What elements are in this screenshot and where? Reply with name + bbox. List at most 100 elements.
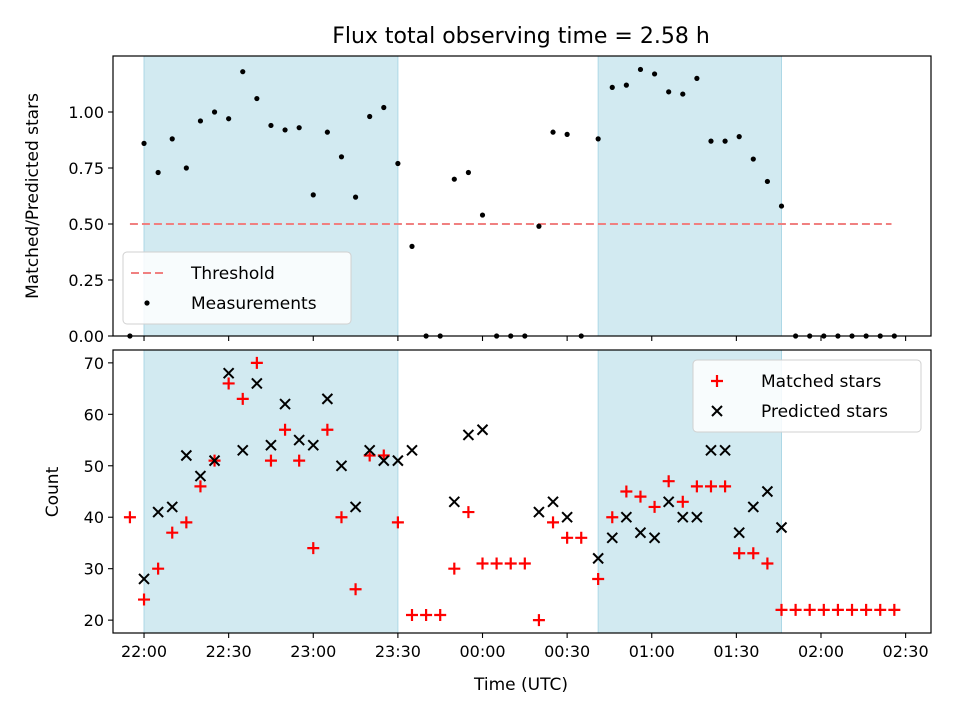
matched-star-point	[391, 516, 404, 529]
predicted-star-point	[606, 532, 618, 544]
matched-star-point	[575, 531, 588, 544]
measurement-point	[564, 131, 570, 137]
bottom-star-markers	[123, 356, 901, 627]
top-legend: Threshold Measurements	[122, 251, 352, 325]
predicted-star-point	[733, 526, 745, 539]
matched-star-point	[733, 547, 746, 560]
x-tick-label: 01:00	[629, 642, 675, 661]
measurement-point	[479, 212, 486, 218]
predicted-star-point	[307, 439, 319, 451]
matched-star-point	[704, 480, 717, 493]
bottom-plot-frame	[112, 349, 932, 634]
predicted-star-point	[378, 454, 390, 467]
matched-star-point	[761, 557, 774, 570]
matched-star-point	[803, 603, 816, 616]
predicted-star-point	[166, 501, 178, 513]
legend-label: Matched stars	[761, 372, 881, 392]
x-tick-label: 00:00	[459, 642, 505, 661]
matched-star-point	[279, 423, 292, 436]
predicted-star-point	[476, 424, 489, 436]
y-tick-label: 0.25	[68, 271, 104, 290]
measurement-point	[367, 113, 373, 120]
matched-star-point	[690, 480, 703, 493]
measurement-point	[226, 116, 232, 122]
matched-star-point	[194, 480, 207, 493]
matched-star-point	[888, 603, 901, 616]
measurement-point	[609, 84, 615, 90]
measurement-point	[722, 138, 728, 144]
measurement-point	[183, 165, 189, 171]
measurement-point	[651, 71, 658, 77]
measurement-point	[338, 154, 345, 160]
predicted-star-point	[533, 506, 545, 518]
measurement-point	[141, 140, 147, 146]
y-tick-label: 0.00	[68, 327, 104, 346]
predicted-star-point	[237, 444, 249, 457]
predicted-star-point	[547, 496, 559, 508]
x-tick-label: 22:30	[206, 642, 252, 661]
matched-star-point	[874, 603, 887, 616]
predicted-star-point	[194, 470, 207, 482]
matched-star-point	[860, 603, 873, 616]
matched-star-point	[592, 572, 605, 585]
predicted-star-point	[620, 511, 633, 523]
measurement-point	[395, 160, 401, 167]
measurement-point	[409, 243, 415, 249]
predicted-star-point	[634, 526, 647, 539]
legend-box	[122, 251, 352, 325]
top-panel: 0.00 0.25 0.50 0.75 1.00 Matched/Predicted s…	[23, 55, 932, 346]
predicted-star-point	[705, 444, 717, 457]
matched-star-point	[420, 608, 433, 621]
bottom-axis-ticks: 22:00 22:30 23:00 23:30 00:00 00:30 01:00 01:30…	[84, 354, 929, 661]
matched-star-point	[250, 356, 263, 369]
legend-swatch	[144, 300, 150, 306]
measurement-point	[595, 136, 601, 142]
measurement-point	[268, 122, 274, 129]
matched-star-point	[775, 603, 788, 616]
matched-star-point	[405, 608, 418, 621]
predicted-star-point	[406, 444, 418, 457]
x-tick-label: 23:00	[290, 642, 336, 661]
matched-star-point	[476, 557, 489, 570]
matched-star-point	[504, 557, 517, 570]
predicted-star-point	[448, 496, 461, 508]
bottom-legend: Matched stars Predicted stars	[692, 359, 922, 433]
measurement-point	[666, 89, 672, 95]
predicted-star-point	[293, 434, 305, 446]
matched-star-point	[222, 377, 235, 390]
predicted-star-point	[321, 393, 334, 405]
matched-star-point	[719, 480, 732, 493]
matched-star-point	[532, 614, 545, 627]
chart-title: Flux total observing time = 2.58 h	[332, 24, 710, 49]
matched-star-point	[846, 603, 859, 616]
matched-star-point	[634, 490, 647, 503]
matched-star-point	[462, 506, 475, 519]
matched-star-point	[606, 511, 619, 524]
matched-star-point	[166, 526, 179, 539]
measurement-point	[254, 95, 260, 102]
measurement-point	[282, 127, 288, 133]
measurement-point	[764, 178, 771, 185]
y-tick-label: 50	[84, 457, 104, 476]
measurement-point	[550, 129, 556, 135]
matched-star-point	[448, 562, 461, 575]
matched-star-point	[518, 557, 531, 570]
matched-star-point	[321, 423, 334, 436]
matched-star-point	[236, 392, 249, 405]
matched-star-point	[123, 511, 136, 524]
x-tick-label: 02:30	[883, 642, 929, 661]
measurement-point	[240, 69, 246, 75]
y-tick-label: 1.00	[68, 103, 104, 122]
matched-star-point	[490, 557, 503, 570]
y-tick-label: 0.75	[68, 159, 104, 178]
measurement-point	[680, 91, 686, 97]
y-tick-label: 40	[84, 508, 104, 527]
measurement-point	[637, 66, 644, 73]
measurement-point	[778, 203, 785, 209]
measurement-point	[750, 156, 756, 162]
matched-star-point	[434, 608, 447, 621]
predicted-star-point	[561, 511, 573, 523]
measurement-point	[536, 223, 542, 229]
predicted-star-point	[180, 449, 193, 462]
legend-label: Measurements	[191, 294, 317, 314]
